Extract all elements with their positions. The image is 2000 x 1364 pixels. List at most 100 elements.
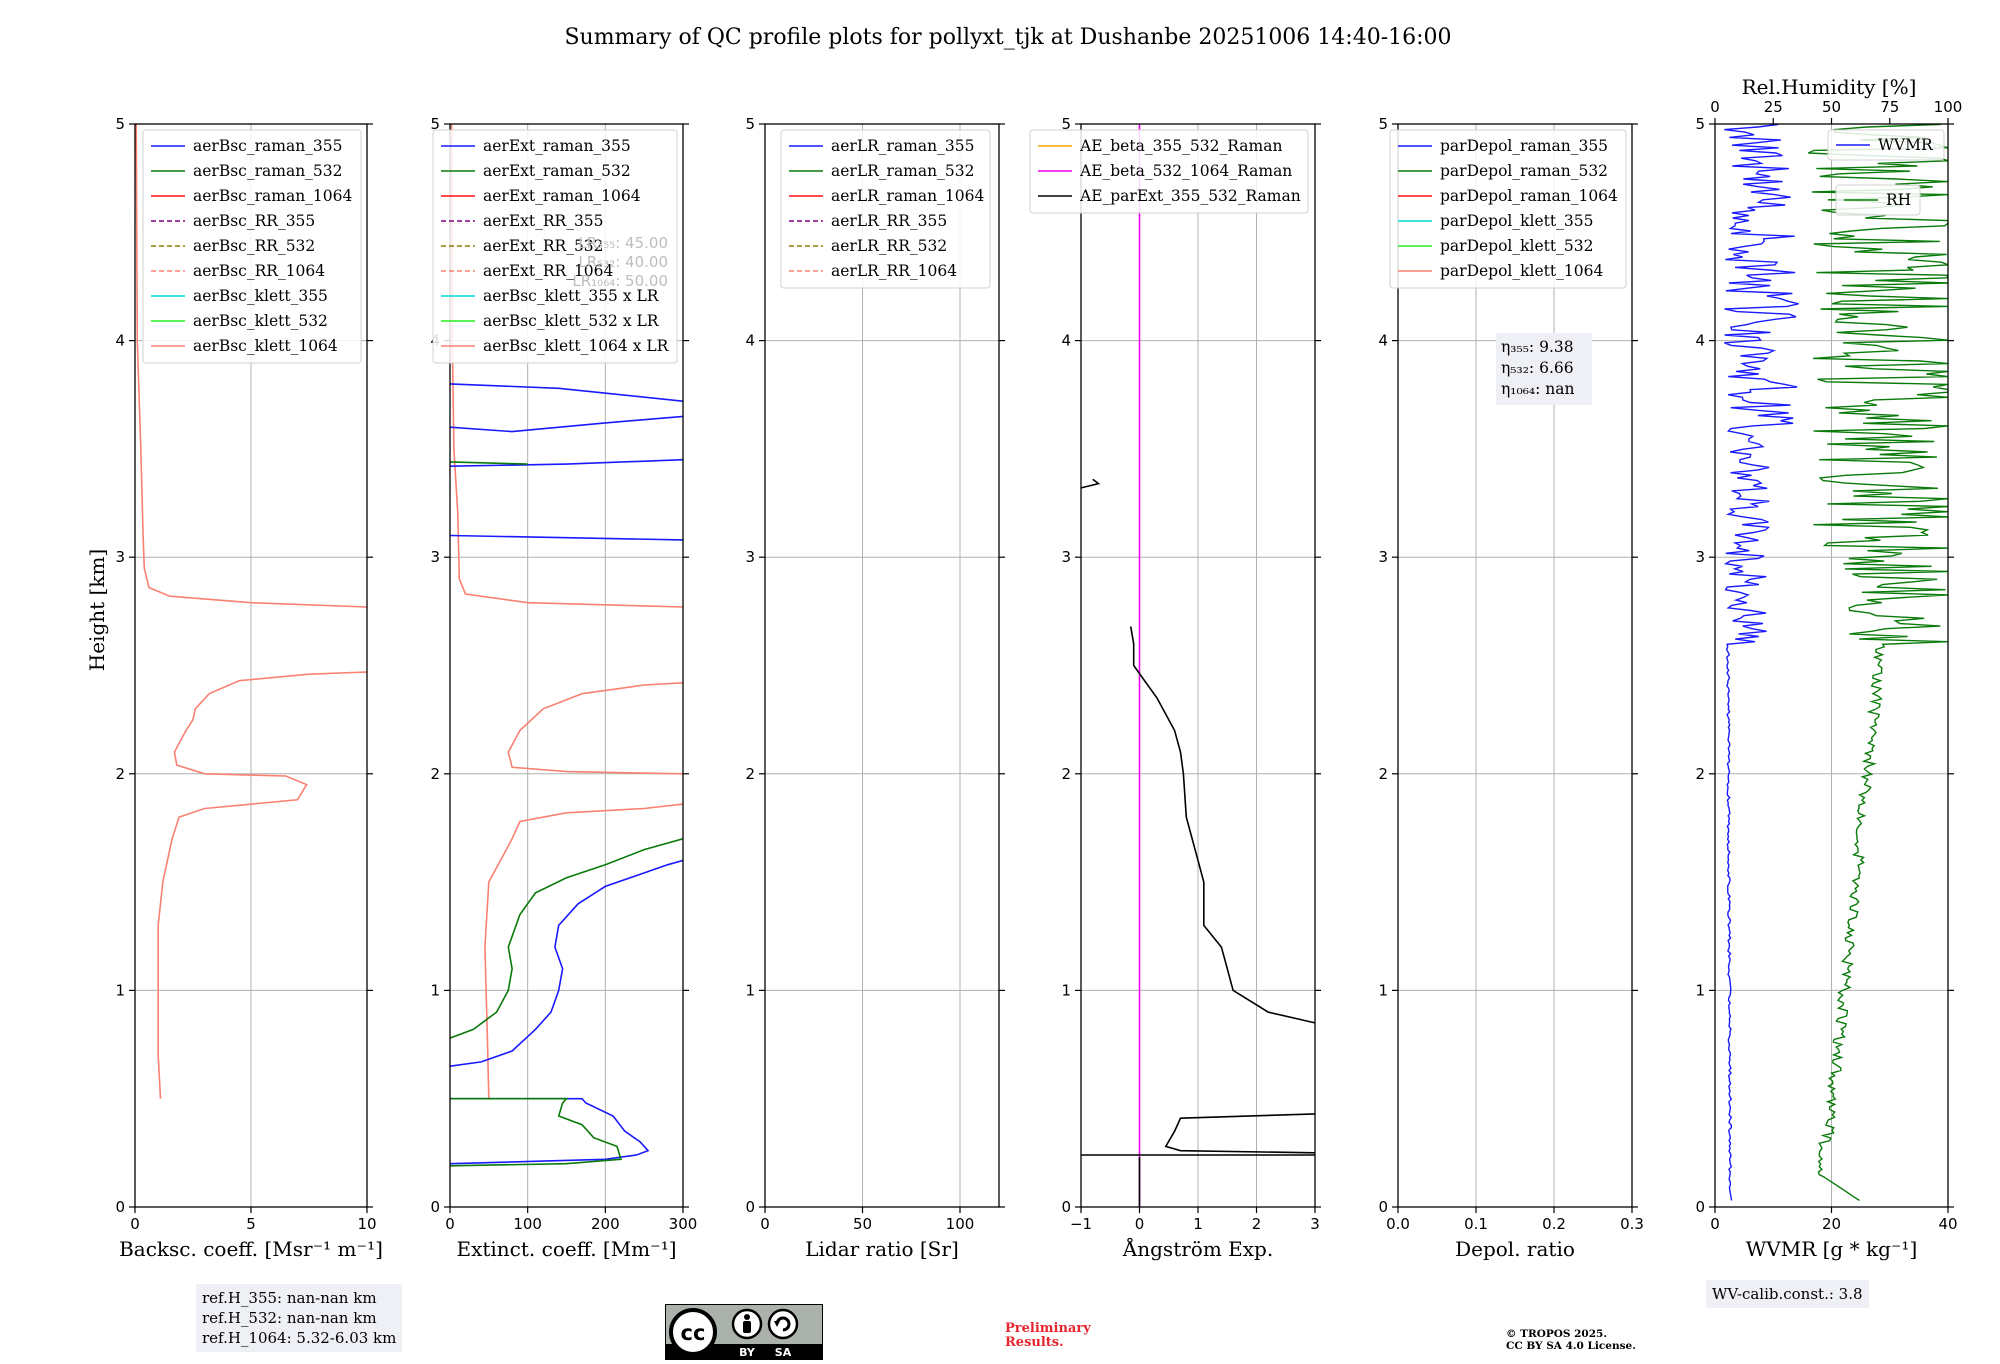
y-tick-label: 1 xyxy=(1061,981,1071,999)
wv-calibration-text: WV-calib.const.: 3.8 xyxy=(1712,1285,1863,1303)
lr-value: LR₅₃₂: 40.00 xyxy=(578,253,668,271)
series-line xyxy=(1164,1113,1315,1154)
axes-frame xyxy=(134,123,368,1208)
legend-label: aerExt_raman_1064 xyxy=(483,187,641,205)
series-line xyxy=(450,838,683,1039)
series-line xyxy=(450,1097,650,1165)
series-line xyxy=(450,859,683,1067)
legend-label: aerBsc_klett_532 xyxy=(193,312,328,330)
legend-label: aerLR_raman_355 xyxy=(831,137,974,155)
wv-calibration-box: WV-calib.const.: 3.8 xyxy=(1706,1280,1869,1308)
ref-height-355: ref.H_355: nan-nan km xyxy=(202,1289,377,1307)
y-tick-label: 1 xyxy=(1378,981,1388,999)
rh-axis-label: Rel.Humidity [%] xyxy=(1742,75,1917,99)
legend-label: aerLR_RR_355 xyxy=(831,212,947,230)
legend-box xyxy=(780,129,991,289)
x-tick-label: 200 xyxy=(591,1215,620,1233)
x-tick-label: 1 xyxy=(1193,1215,1203,1233)
x-tick-label: 0 xyxy=(1135,1215,1145,1233)
lr-value: LR₁₀₆₄: 50.00 xyxy=(572,272,668,290)
x-tick-label: 100 xyxy=(946,1215,975,1233)
copyright-line-2: CC BY SA 4.0 License. xyxy=(1506,1340,1636,1352)
x-axis-label: Backsc. coeff. [Msr⁻¹ m⁻¹] xyxy=(119,1237,383,1261)
y-tick-label: 3 xyxy=(430,548,440,566)
y-tick-label: 0 xyxy=(115,1198,125,1216)
legend-label: aerBsc_klett_1064 x LR xyxy=(483,337,670,355)
legend-label: aerLR_raman_1064 xyxy=(831,187,984,205)
series-line xyxy=(450,461,528,465)
legend-label: parDepol_raman_1064 xyxy=(1440,187,1618,205)
x-tick-label: 5 xyxy=(246,1215,256,1233)
y-tick-label: 3 xyxy=(745,548,755,566)
x-tick-label: 2 xyxy=(1252,1215,1262,1233)
legend-label: parDepol_klett_532 xyxy=(1440,237,1593,255)
eta-value: η₅₃₂: 6.66 xyxy=(1501,359,1574,377)
legend-label: aerBsc_raman_355 xyxy=(193,137,343,155)
y-tick-label: 0 xyxy=(745,1198,755,1216)
rh-profile xyxy=(1808,124,1948,1202)
copyright-line-1: © TROPOS 2025. xyxy=(1506,1328,1608,1340)
series-line xyxy=(450,383,683,402)
eta-box xyxy=(1496,333,1592,405)
axes-frame xyxy=(1714,123,1949,1208)
y-tick-label: 1 xyxy=(1695,981,1705,999)
preliminary-line-1: Preliminary xyxy=(1005,1321,1091,1336)
reference-height-box: ref.H_355: nan-nan km ref.H_532: nan-nan… xyxy=(196,1284,403,1352)
legend-label: aerBsc_klett_355 xyxy=(193,287,328,305)
cc-license-logo: cc BY SA xyxy=(665,1304,823,1364)
x-tick-label: 100 xyxy=(513,1215,542,1233)
y-axis-label: Height [km] xyxy=(85,549,109,671)
legend-label: parDepol_klett_355 xyxy=(1440,212,1593,230)
series-group xyxy=(450,124,683,1167)
y-tick-label: 1 xyxy=(115,981,125,999)
eta-value: η₃₅₅: 9.38 xyxy=(1501,338,1574,356)
legend-label: parDepol_raman_355 xyxy=(1440,137,1608,155)
legend-label: aerBsc_RR_532 xyxy=(193,237,315,255)
legend-label: aerBsc_RR_1064 xyxy=(193,262,325,280)
axes-frame xyxy=(1397,123,1633,1208)
cc-by-sa-icon: cc BY SA xyxy=(665,1304,823,1360)
x-tick-label: 20 xyxy=(1822,1215,1841,1233)
legend-label: aerExt_raman_532 xyxy=(483,162,631,180)
figure-title: Summary of QC profile plots for pollyxt_… xyxy=(564,25,1451,50)
legend-box xyxy=(1389,129,1627,289)
legend-label: parDepol_raman_532 xyxy=(1440,162,1608,180)
x-tick-label: 0 xyxy=(1710,1215,1720,1233)
y-tick-label: 3 xyxy=(1061,548,1071,566)
wvmr-profile xyxy=(1723,124,1799,1201)
series-line xyxy=(450,458,683,467)
legend-label: aerExt_RR_1064 xyxy=(483,262,614,280)
y-tick-label: 4 xyxy=(745,332,755,350)
ref-height-1064: ref.H_1064: 5.32-6.03 km xyxy=(202,1329,397,1347)
series-line xyxy=(1129,626,1315,1024)
legend-label: AE_beta_532_1064_Raman xyxy=(1079,162,1292,180)
legend-box xyxy=(1029,129,1309,214)
legend-label: parDepol_klett_1064 xyxy=(1440,262,1603,280)
y-tick-label: 2 xyxy=(745,765,755,783)
top-tick-label: 100 xyxy=(1934,98,1963,116)
y-tick-label: 3 xyxy=(1378,548,1388,566)
cc-by-label: BY xyxy=(739,1346,756,1359)
legend-label: aerExt_RR_355 xyxy=(483,212,604,230)
y-tick-label: 0 xyxy=(1695,1198,1705,1216)
y-tick-label: 5 xyxy=(1378,115,1388,133)
legend-label: RH xyxy=(1886,191,1911,209)
legend-label: AE_parExt_355_532_Raman xyxy=(1079,187,1301,205)
x-tick-label: −1 xyxy=(1070,1215,1092,1233)
svg-text:cc: cc xyxy=(681,1321,706,1345)
ref-height-532: ref.H_532: nan-nan km xyxy=(202,1309,377,1327)
x-tick-label: 0.2 xyxy=(1542,1215,1566,1233)
panel-bsc: 0 5 10 0 1 2 3 4 5 Backsc. coeff. [Msr⁻¹ m⁻¹] aerB… xyxy=(115,115,382,1261)
preliminary-line-2: Results. xyxy=(1005,1335,1064,1350)
legend-label: aerExt_raman_355 xyxy=(483,137,631,155)
panel-ext: 0100200300012345Extinct. coeff. [Mm⁻¹]ae… xyxy=(430,115,697,1261)
y-tick-label: 5 xyxy=(430,115,440,133)
y-tick-label: 5 xyxy=(745,115,755,133)
x-tick-label: 0 xyxy=(760,1215,770,1233)
legend-label: aerLR_RR_532 xyxy=(831,237,947,255)
x-tick-label: 0.0 xyxy=(1386,1215,1410,1233)
panel-depol: 0.0 0.1 0.2 0.3 0 1 2 3 4 5 Depol. ratio parDepol_r… xyxy=(1378,115,1643,1261)
y-tick-label: 2 xyxy=(1378,765,1388,783)
x-axis-label: Lidar ratio [Sr] xyxy=(805,1237,959,1261)
